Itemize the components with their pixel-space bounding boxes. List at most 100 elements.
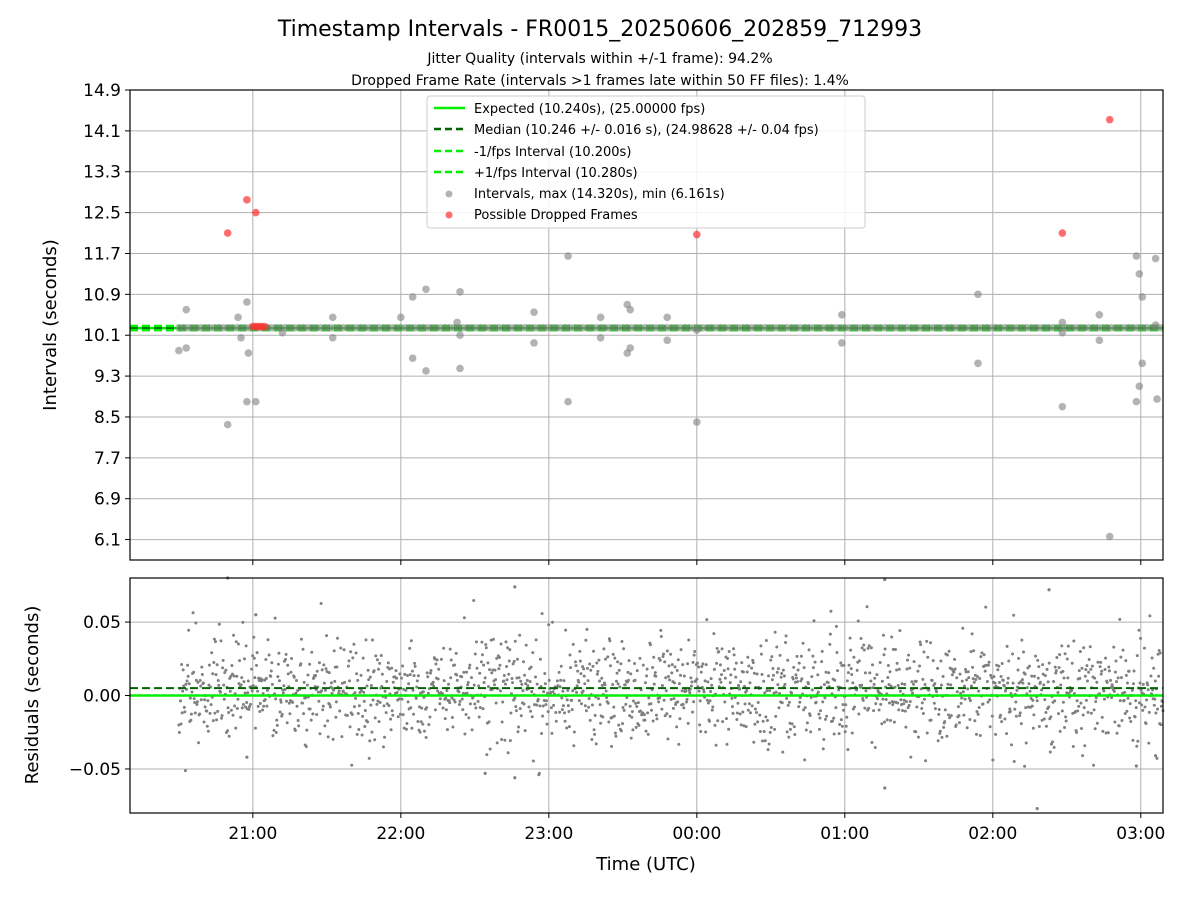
residual-point <box>960 679 964 683</box>
residual-point <box>227 734 231 738</box>
residual-point <box>837 732 841 736</box>
interval-point <box>1151 254 1160 263</box>
residual-point <box>299 637 303 641</box>
residual-point <box>690 680 694 684</box>
residual-point <box>1034 654 1038 658</box>
residual-point <box>1036 676 1040 680</box>
residual-point <box>902 698 906 702</box>
interval-point <box>175 346 183 355</box>
residual-point <box>976 675 980 679</box>
residual-point <box>1047 588 1051 592</box>
residual-point <box>316 690 320 694</box>
residual-point <box>516 730 520 734</box>
residual-point <box>898 629 902 633</box>
residual-point <box>199 698 203 702</box>
residual-point <box>939 683 943 687</box>
residual-point <box>904 725 908 729</box>
residual-point <box>571 689 575 693</box>
residual-point <box>947 649 951 653</box>
interval-point <box>408 354 417 363</box>
interval-point <box>328 313 337 322</box>
residual-point <box>658 696 662 700</box>
residual-point <box>347 659 351 663</box>
residual-point <box>662 652 666 656</box>
residuals-plot: 0.050.00−0.05 21:00 22:00 23:00 00:00 01:00 0… <box>22 576 1165 844</box>
residual-point <box>460 697 464 701</box>
residual-point <box>260 678 264 682</box>
residual-point <box>866 646 870 650</box>
residual-point <box>677 742 681 746</box>
residual-point <box>864 689 868 693</box>
residual-point <box>534 638 538 642</box>
residual-point <box>1087 670 1091 674</box>
residual-point <box>793 733 797 737</box>
residual-point <box>370 730 374 734</box>
residual-point <box>704 663 708 667</box>
residual-point <box>1139 636 1143 640</box>
residual-point <box>666 737 670 741</box>
residual-point <box>1053 665 1057 669</box>
residual-point <box>967 676 971 680</box>
residual-point <box>905 667 909 671</box>
residual-point <box>1035 806 1039 811</box>
residual-point <box>279 698 283 702</box>
residual-point <box>375 658 379 662</box>
residual-point <box>340 735 344 739</box>
residual-point <box>823 717 827 721</box>
residual-point <box>646 732 650 736</box>
residual-point <box>448 701 452 705</box>
residual-point <box>579 702 583 706</box>
residual-point <box>360 689 364 693</box>
residual-point <box>773 727 777 731</box>
residual-point <box>953 667 957 671</box>
residual-point <box>625 696 629 700</box>
residual-point <box>210 651 214 655</box>
residual-point <box>301 647 305 651</box>
residual-point <box>606 655 610 659</box>
residual-point <box>178 699 182 703</box>
residual-point <box>511 662 515 666</box>
residual-point <box>955 690 959 694</box>
residual-point <box>719 680 723 684</box>
residual-point <box>977 705 981 709</box>
residual-point <box>208 711 212 715</box>
residual-point <box>993 681 997 685</box>
residual-point <box>923 682 927 686</box>
residual-point <box>947 713 951 717</box>
residual-point <box>985 680 989 684</box>
residual-point <box>910 691 914 695</box>
residual-point <box>407 682 411 686</box>
residual-point <box>774 690 778 694</box>
residual-point <box>1072 639 1076 643</box>
residual-point <box>644 729 648 733</box>
residual-point <box>1101 729 1105 733</box>
residual-point <box>748 681 752 685</box>
residual-point <box>481 707 485 711</box>
residual-point <box>1070 688 1074 692</box>
residual-point <box>493 668 497 672</box>
residual-point <box>611 683 615 687</box>
residual-point <box>1106 731 1110 735</box>
residual-point <box>899 698 903 702</box>
residual-point <box>465 670 469 674</box>
residual-point <box>1129 720 1133 724</box>
residual-point <box>587 705 591 709</box>
residual-point <box>903 709 907 713</box>
legend-dropped-marker <box>445 211 453 219</box>
residual-point <box>699 730 703 734</box>
residual-point <box>804 728 808 732</box>
residual-point <box>395 676 399 680</box>
residual-point <box>762 679 766 683</box>
residual-point <box>872 682 876 686</box>
residual-point <box>1079 726 1083 730</box>
residual-point <box>734 675 738 679</box>
residual-point <box>530 715 534 719</box>
residual-point <box>1133 715 1137 719</box>
residual-point <box>350 712 354 716</box>
residual-point <box>195 703 199 707</box>
residual-point <box>1103 668 1107 672</box>
residual-point <box>1018 714 1022 718</box>
residual-point <box>1024 741 1028 745</box>
residual-point <box>1057 712 1061 716</box>
residual-point <box>623 683 627 687</box>
